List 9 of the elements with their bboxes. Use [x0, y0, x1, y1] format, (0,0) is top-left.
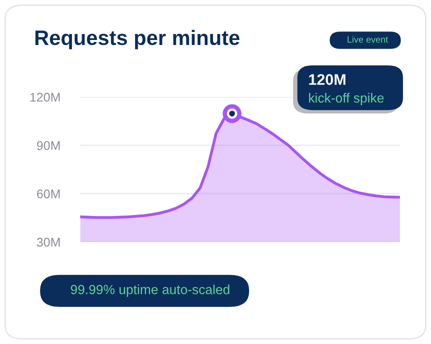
- y-tick-label: 90M: [36, 141, 60, 150]
- y-tick-label: 60M: [37, 189, 60, 198]
- y-tick-label: 120M: [30, 92, 60, 102]
- text: 99.99% uptime auto-scaled: [70, 284, 230, 297]
- annotation: kick-off spike: [309, 92, 384, 106]
- text: Live event: [348, 36, 388, 43]
- text: 120M: [309, 74, 346, 85]
- y-tick-label: 30M: [36, 238, 60, 247]
- chart-title: Requests per minute: [35, 30, 240, 50]
